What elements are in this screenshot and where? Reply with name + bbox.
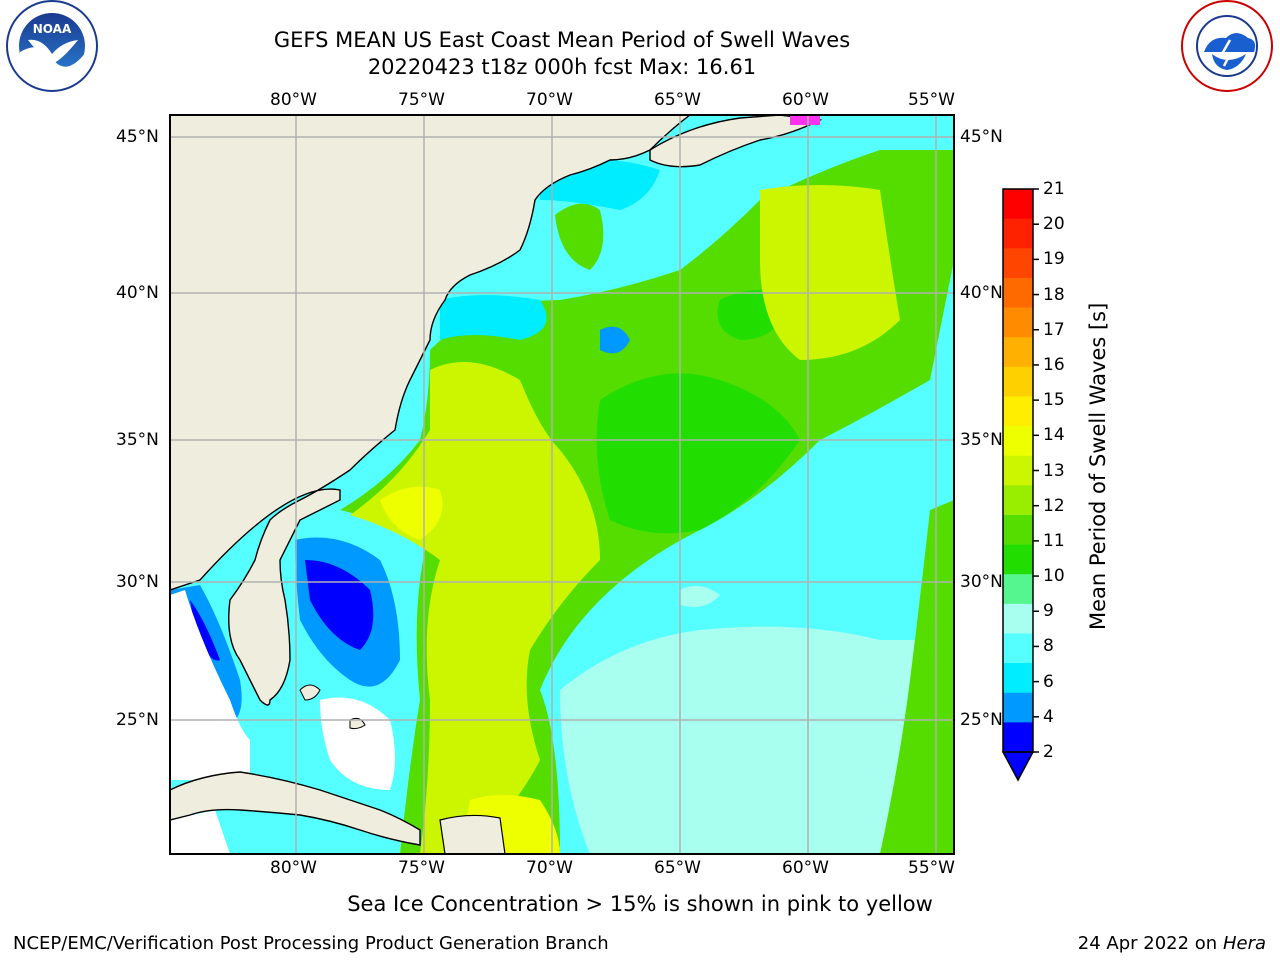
lat-label-right: 35°N: [960, 430, 1003, 450]
footer-date: 24 Apr 2022 on Hera: [1078, 933, 1266, 955]
lat-label-right: 45°N: [960, 127, 1003, 147]
colorbar-tick-label: 12: [1043, 495, 1065, 516]
lat-label-left: 35°N: [116, 430, 159, 450]
lon-label-bottom: 80°W: [270, 858, 317, 878]
colorbar: [1003, 188, 1039, 753]
lat-label-left: 40°N: [116, 283, 159, 303]
land-north-america: [170, 115, 692, 706]
colorbar-segment: [1003, 722, 1033, 753]
lat-label-left: 30°N: [116, 572, 159, 592]
noaa-logo: NOAA: [6, 0, 98, 92]
colorbar-segment: [1003, 218, 1033, 249]
colorbar-segment: [1003, 603, 1033, 634]
colorbar-segment: [1003, 455, 1033, 486]
lon-label-bottom: 70°W: [526, 858, 573, 878]
colorbar-segment: [1003, 189, 1033, 220]
colorbar-tick-label: 14: [1043, 425, 1065, 446]
lon-label-bottom: 60°W: [782, 858, 829, 878]
colorbar-segment: [1003, 277, 1033, 309]
colorbar-tick-label: 4: [1043, 706, 1054, 727]
lon-label-top: 55°W: [908, 90, 955, 110]
colorbar-extend-arrow: [1001, 751, 1035, 782]
colorbar-tick-label: 9: [1043, 601, 1054, 622]
lat-label-left: 25°N: [116, 710, 159, 730]
sea-ice-patch: [790, 115, 820, 125]
colorbar-segment: [1003, 307, 1033, 338]
map-gridlines: [170, 115, 954, 854]
colorbar-segment: [1003, 692, 1033, 723]
map-frame: [169, 114, 955, 855]
colorbar-frame: [1002, 188, 1034, 753]
sea-ice-note: Sea Ice Concentration > 15% is shown in …: [347, 892, 933, 916]
colorbar-tick-label: 2: [1043, 742, 1054, 762]
lat-label-left: 45°N: [116, 127, 159, 147]
colorbar-tick-label: 15: [1043, 390, 1065, 411]
colorbar-segment: [1003, 574, 1033, 605]
lon-label-bottom: 55°W: [908, 858, 955, 878]
colorbar-tick-label: 11: [1043, 530, 1065, 551]
noaa-logo-text: NOAA: [33, 22, 72, 36]
lat-label-right: 25°N: [960, 710, 1003, 730]
colorbar-tick-label: 6: [1043, 671, 1054, 692]
chart-title: GEFS MEAN US East Coast Mean Period of S…: [273, 28, 851, 52]
swell-9s-southeast: [560, 626, 954, 854]
lon-label-top: 80°W: [270, 90, 317, 110]
colorbar-segment: [1003, 426, 1033, 457]
nws-logo: [1181, 0, 1273, 92]
lat-label-right: 40°N: [960, 283, 1003, 303]
colorbar-segment: [1003, 248, 1033, 279]
footer-credit: NCEP/EMC/Verification Post Processing Pr…: [13, 933, 609, 954]
colorbar-segment: [1003, 485, 1033, 516]
footer-machine: Hera: [1222, 933, 1266, 954]
colorbar-tick-label: 17: [1043, 319, 1065, 340]
land-cuba: [170, 771, 421, 846]
lat-label-right: 30°N: [960, 572, 1003, 592]
colorbar-label: Mean Period of Swell Waves [s]: [1086, 302, 1110, 630]
lon-label-bottom: 75°W: [398, 858, 445, 878]
lon-label-top: 65°W: [654, 90, 701, 110]
lon-label-top: 70°W: [526, 90, 573, 110]
lon-label-top: 75°W: [398, 90, 445, 110]
colorbar-tick-label: 20: [1043, 214, 1065, 235]
colorbar-tick-label: 21: [1043, 179, 1065, 199]
map-field: [170, 115, 954, 854]
colorbar-segment: [1003, 663, 1033, 694]
colorbar-segment: [1003, 396, 1033, 427]
swell-12s-yellowgreen: [350, 362, 600, 854]
colorbar-tick-label: 16: [1043, 354, 1065, 375]
lon-label-top: 60°W: [782, 90, 829, 110]
colorbar-tick-label: 19: [1043, 249, 1065, 270]
lon-label-bottom: 65°W: [654, 858, 701, 878]
colorbar-tick-label: 8: [1043, 636, 1054, 657]
colorbar-tick-label: 13: [1043, 460, 1065, 481]
colorbar-segment: [1003, 544, 1033, 575]
footer-date-text: 24 Apr 2022 on: [1077, 933, 1223, 954]
chart-subtitle: 20220423 t18z 000h fcst Max: 16.61: [367, 55, 757, 79]
colorbar-tick-label: 10: [1043, 566, 1065, 587]
colorbar-segment: [1003, 366, 1033, 397]
colorbar-segment: [1003, 514, 1033, 546]
colorbar-segment: [1003, 337, 1033, 368]
colorbar-tick-label: 18: [1043, 284, 1065, 305]
colorbar-segment: [1003, 633, 1033, 664]
